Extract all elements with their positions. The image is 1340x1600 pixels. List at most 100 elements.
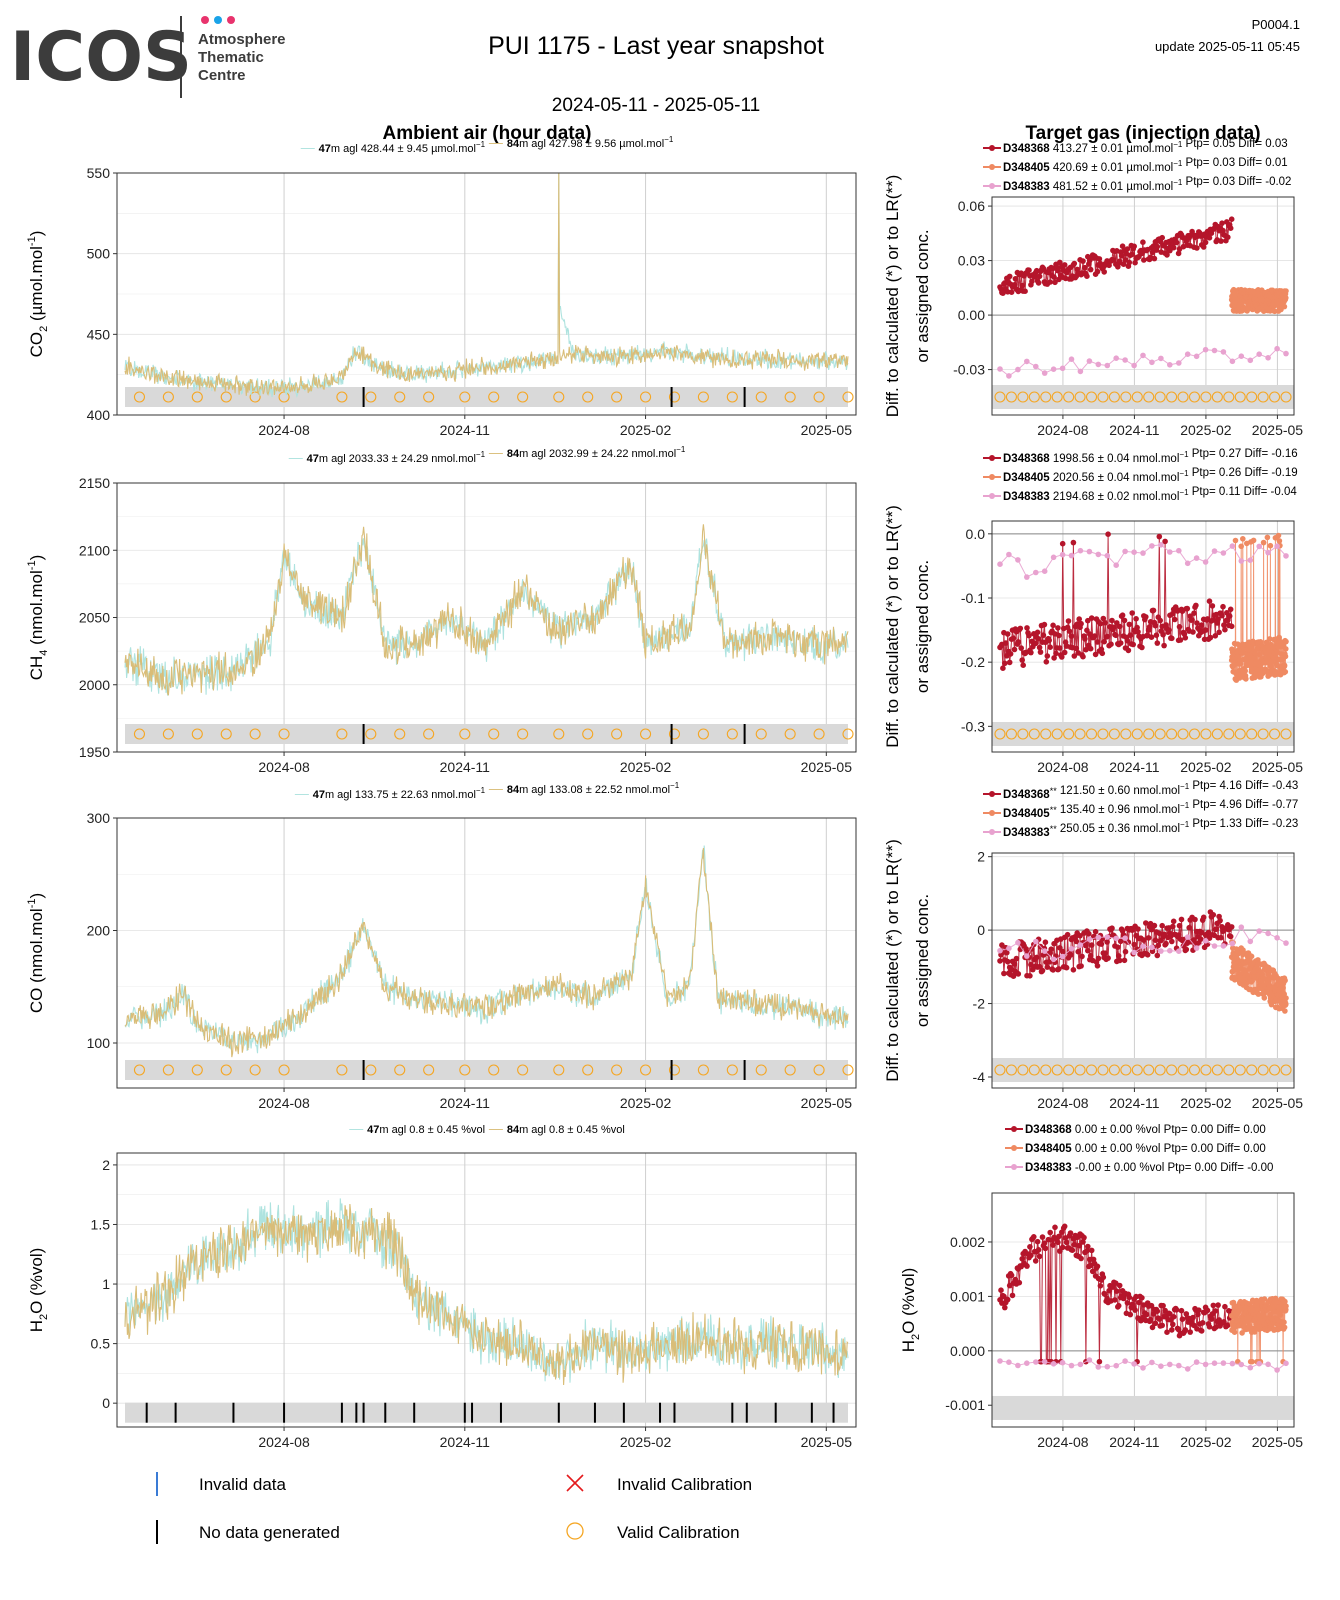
x-tick-label: 2025-02 xyxy=(620,1095,672,1111)
target-point xyxy=(1115,953,1122,959)
x-tick-label: 2025-05 xyxy=(1252,422,1304,438)
target-point xyxy=(1018,645,1024,651)
target-point xyxy=(1218,238,1224,244)
target-point xyxy=(1077,942,1084,948)
valid-calibration-marker xyxy=(1257,391,1269,403)
target-point xyxy=(1182,1327,1189,1333)
target-point xyxy=(1104,934,1111,940)
target-point xyxy=(1047,644,1053,650)
series-line-47m xyxy=(124,845,849,1054)
valid-calibration-marker xyxy=(1028,1064,1040,1076)
target-point xyxy=(1134,624,1140,631)
valid-calibration-marker xyxy=(423,391,435,403)
x-tick-label: 2025-02 xyxy=(1180,1434,1232,1450)
target-point xyxy=(1057,259,1063,266)
target-point xyxy=(1164,252,1170,258)
target-point xyxy=(1121,617,1128,624)
y-tick-label: 1950 xyxy=(79,744,110,760)
y-tick-label: -0.001 xyxy=(945,1397,985,1413)
target-point xyxy=(1041,948,1048,954)
target-point xyxy=(1276,634,1282,641)
target-point xyxy=(1101,269,1107,275)
target-point xyxy=(1004,631,1011,637)
target-point xyxy=(1071,260,1078,267)
target-point xyxy=(1100,1274,1107,1281)
page-title: PUI 1175 - Last year snapshot xyxy=(488,32,824,60)
valid-calibration-marker xyxy=(582,728,594,740)
target-point xyxy=(1041,1240,1048,1246)
target-point xyxy=(1085,947,1091,954)
target-point xyxy=(1015,971,1022,977)
target-point xyxy=(1237,661,1244,667)
target-point xyxy=(1122,1358,1128,1364)
plot-border xyxy=(991,520,1295,753)
valid-calibration-marker xyxy=(517,728,529,740)
target-point xyxy=(1131,949,1137,956)
target-point xyxy=(1167,549,1173,555)
target-point xyxy=(1202,1361,1209,1368)
target-point xyxy=(1024,1263,1030,1269)
target-point xyxy=(1141,257,1147,263)
target-point xyxy=(1028,649,1034,656)
legend-stats: m agl 2033.33 ± 24.29 nmol.mol xyxy=(319,453,476,465)
target-point xyxy=(1055,625,1061,631)
target-point xyxy=(1041,1358,1048,1365)
target-point xyxy=(1150,607,1157,614)
target-point xyxy=(1041,621,1048,628)
target-point xyxy=(1283,288,1289,294)
valid-calibration-marker xyxy=(640,728,652,740)
target-point xyxy=(1211,1360,1218,1366)
target-point xyxy=(1275,532,1282,539)
x-tick-label: 2024-08 xyxy=(1037,759,1089,775)
y-tick-label: -0.3 xyxy=(961,718,985,734)
target-point xyxy=(1087,266,1094,273)
logo-text: ICOS xyxy=(10,18,192,97)
target-point xyxy=(1176,547,1182,554)
target-point xyxy=(1189,617,1195,623)
target-point xyxy=(1052,279,1058,286)
valid-calibration-marker xyxy=(726,391,738,403)
target-point xyxy=(1140,239,1146,245)
target-point xyxy=(1050,366,1057,373)
target-point xyxy=(1228,216,1235,222)
target-point xyxy=(1277,1312,1284,1318)
target-point xyxy=(1043,659,1050,665)
target-point xyxy=(1004,958,1011,965)
x-tick-label: 2024-08 xyxy=(1037,1095,1089,1111)
target-point xyxy=(1013,955,1020,962)
valid-calibration-marker xyxy=(459,728,471,740)
legend-text: — 47m agl 2033.33 ± 24.29 nmol.mol−1 — 8… xyxy=(289,444,686,465)
target-point xyxy=(1050,967,1056,973)
legend-stats: m agl 0.8 ± 0.45 %vol xyxy=(379,1124,485,1136)
y-tick-label: 1 xyxy=(102,1276,110,1292)
target-point xyxy=(1124,1300,1131,1306)
target-point xyxy=(1175,932,1182,938)
target-point xyxy=(1202,559,1209,565)
valid-calibration-marker xyxy=(459,1064,471,1076)
legend-swatch: — xyxy=(349,1120,367,1136)
target-point xyxy=(1035,636,1042,642)
target-point xyxy=(1140,352,1146,359)
target-point xyxy=(1191,610,1197,616)
y-tick-label: 0 xyxy=(102,1395,110,1411)
target-point xyxy=(1016,1279,1023,1286)
valid-calibration-marker xyxy=(1200,728,1212,740)
target-point xyxy=(1106,1287,1112,1294)
target-point xyxy=(1024,1360,1030,1366)
legend-unit-sup: −1 xyxy=(676,445,686,454)
target-point xyxy=(1121,957,1128,964)
target-point xyxy=(1173,1307,1180,1313)
x-tick-label: 2024-11 xyxy=(440,1095,491,1111)
target-point xyxy=(1149,359,1155,366)
target-point xyxy=(1024,953,1030,959)
target-point xyxy=(1061,1223,1068,1230)
legend-swatch-dot xyxy=(1011,1145,1017,1151)
target-point xyxy=(1119,612,1126,618)
target-point xyxy=(1050,1242,1056,1248)
target-point xyxy=(1067,1230,1074,1236)
target-point xyxy=(1088,1247,1095,1254)
series-legend: — 47m agl 0.8 ± 0.45 %vol — 84m agl 0.8 … xyxy=(349,1120,625,1136)
target-point xyxy=(1265,1361,1271,1368)
valid-calibration-marker xyxy=(249,728,261,740)
y-tick-label: 2100 xyxy=(79,542,110,558)
